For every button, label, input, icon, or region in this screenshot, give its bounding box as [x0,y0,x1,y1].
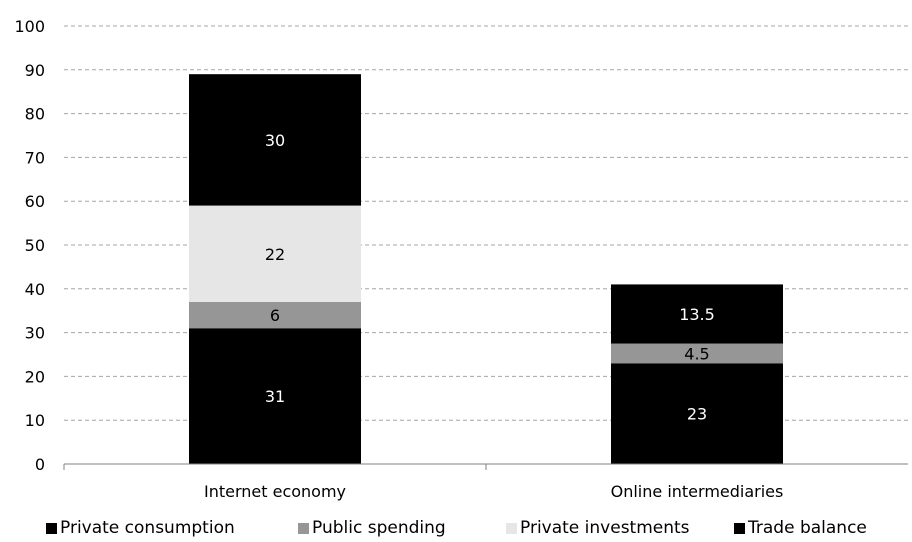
legend-item: Private investments [506,518,690,538]
bars [189,74,783,464]
bar-segment [189,301,361,329]
x-category-label: Internet economy [204,482,346,501]
y-tick-label: 90 [25,61,45,80]
y-tick-label: 10 [25,411,45,430]
legend-label: Public spending [312,518,446,538]
y-tick-label: 50 [25,236,45,255]
legend-swatch [46,522,57,534]
data-label: 30 [265,131,285,150]
data-label: 23 [687,405,707,424]
legend-item: Trade balance [734,518,867,538]
x-category-label: Online intermediaries [611,482,784,501]
y-tick-label: 40 [25,280,45,299]
legend-item: Private consumption [46,518,235,538]
data-labels: 31 6 22 30 23 4.50 13.5 [265,131,715,424]
legend-swatch [506,522,517,534]
bar-segment [189,328,361,464]
data-label: 4.5 [684,344,709,363]
y-tick-label: 70 [25,148,45,167]
legend-label: Private investments [520,518,690,538]
y-tick-label: 30 [25,324,45,343]
data-label: 31 [265,387,285,406]
y-tick-label: 20 [25,367,45,386]
data-label: 22 [265,245,285,264]
bar-segment [611,343,783,364]
bar-segment [189,205,361,302]
data-label: 13.5 [679,305,715,324]
y-tick-label: 100 [14,17,45,36]
y-tick-label: 0 [35,455,45,474]
y-tick-label: 80 [25,105,45,124]
data-label: 0 [692,328,702,347]
legend-label: Trade balance [748,518,867,538]
bar-segment [611,363,783,464]
legend-swatch [734,522,745,534]
legend-item: Public spending [298,518,446,538]
legend: Private consumption Public spending Privat… [0,518,912,542]
legend-label: Private consumption [60,518,235,538]
bar-segment [189,74,361,206]
data-label: 6 [270,306,280,325]
legend-swatch [298,522,309,534]
bar-segment [611,284,783,344]
y-tick-label: 60 [25,192,45,211]
